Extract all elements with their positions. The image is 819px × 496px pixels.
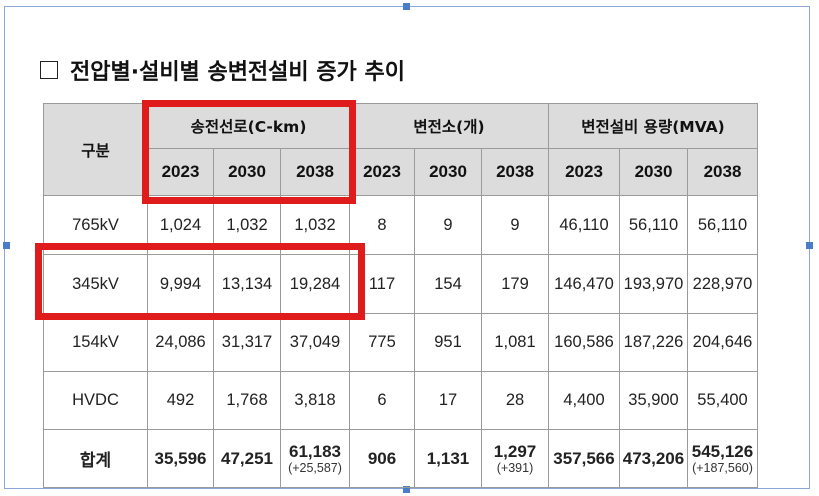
resize-handle-bottom[interactable] [403, 486, 410, 493]
table-cell: 1,768 [213, 371, 281, 430]
table-cell: 9,994 [147, 254, 214, 314]
row-label: 합계 [43, 429, 148, 488]
table-row-154kv: 154kV 24,086 31,317 37,049 775 951 1,081… [43, 313, 758, 372]
table-cell: 28 [481, 371, 549, 430]
table-cell: 951 [414, 313, 482, 372]
total-value: 47,251 [221, 448, 273, 468]
total-value: 906 [367, 448, 397, 468]
header-year: 2038 [481, 148, 549, 196]
table-cell: 3,818 [280, 371, 350, 430]
total-value: 473,206 [622, 448, 685, 468]
row-label: 154kV [43, 313, 148, 372]
table-cell: 193,970 [619, 254, 688, 314]
increase-note: (+391) [496, 460, 534, 475]
total-value: 357,566 [553, 448, 615, 468]
table-cell: 46,110 [548, 195, 620, 255]
header-year: 2023 [349, 148, 415, 196]
table-cell: 9 [414, 195, 482, 255]
header-year: 2023 [147, 148, 214, 196]
table-cell: 56,110 [687, 195, 758, 255]
highlight-box-transmission-lines [142, 100, 356, 204]
total-cell: 1,297 (+391) [481, 429, 549, 488]
table-cell: 19,284 [280, 254, 350, 314]
table-cell: 24,086 [147, 313, 214, 372]
table-cell: 160,586 [548, 313, 620, 372]
row-label: HVDC [43, 371, 148, 430]
header-year: 2030 [414, 148, 482, 196]
highlight-box-345kv-row [35, 243, 365, 320]
table-cell: 492 [147, 371, 214, 430]
header-group-substations: 변전소(개) [349, 103, 549, 149]
table-cell: 9 [481, 195, 549, 255]
table-cell: 187,226 [619, 313, 688, 372]
header-group-capacity: 변전설비 용량(MVA) [548, 103, 758, 149]
increase-note: (+25,587) [288, 460, 342, 475]
total-value: 61,183 [289, 441, 341, 461]
header-category: 구분 [43, 103, 148, 196]
table-cell: 35,900 [619, 371, 688, 430]
table-cell: 55,400 [687, 371, 758, 430]
checkbox-square-icon [40, 61, 58, 79]
document-title: 전압별·설비별 송변전설비 증가 추이 [40, 55, 405, 85]
table-cell: 6 [349, 371, 415, 430]
increase-note: (+187,560) [692, 460, 753, 475]
resize-handle-top[interactable] [403, 3, 410, 10]
table-cell: 31,317 [213, 313, 281, 372]
total-cell: 906 [349, 429, 415, 488]
total-cell: 1,131 [414, 429, 482, 488]
table-cell: 37,049 [280, 313, 350, 372]
table-row-total: 합계 35,596 47,251 61,183 (+25,587) 906 1,1… [43, 429, 758, 488]
total-cell: 473,206 [619, 429, 688, 488]
table-cell: 146,470 [548, 254, 620, 314]
header-year: 2038 [280, 148, 350, 196]
table-cell: 17 [414, 371, 482, 430]
total-value: 545,126 [691, 441, 754, 461]
total-cell: 357,566 [548, 429, 620, 488]
total-value: 35,596 [154, 448, 207, 468]
total-cell: 47,251 [213, 429, 281, 488]
table-row-345kv: 345kV 9,994 13,134 19,284 117 154 179 14… [43, 254, 758, 314]
total-value: 1,131 [426, 448, 470, 468]
total-cell: 35,596 [147, 429, 214, 488]
header-year: 2038 [687, 148, 758, 196]
facility-growth-table: 구분 송전선로(C-km) 변전소(개) 변전설비 용량(MVA) 2023 2… [43, 103, 758, 488]
title-text: 전압별·설비별 송변전설비 증가 추이 [70, 60, 405, 85]
table-cell: 4,400 [548, 371, 620, 430]
total-cell: 545,126 (+187,560) [687, 429, 758, 488]
table-cell: 1,081 [481, 313, 549, 372]
table-cell: 56,110 [619, 195, 688, 255]
table-cell: 775 [349, 313, 415, 372]
table-row-hvdc: HVDC 492 1,768 3,818 6 17 28 4,400 35,90… [43, 371, 758, 430]
header-year: 2023 [548, 148, 620, 196]
table-cell: 228,970 [687, 254, 758, 314]
total-cell: 61,183 (+25,587) [280, 429, 350, 488]
table-cell: 154 [414, 254, 482, 314]
total-value: 1,297 [493, 441, 537, 461]
table-cell: 204,646 [687, 313, 758, 372]
resize-handle-left[interactable] [3, 242, 10, 249]
resize-handle-right[interactable] [806, 242, 813, 249]
header-year: 2030 [619, 148, 688, 196]
table-cell: 179 [481, 254, 549, 314]
